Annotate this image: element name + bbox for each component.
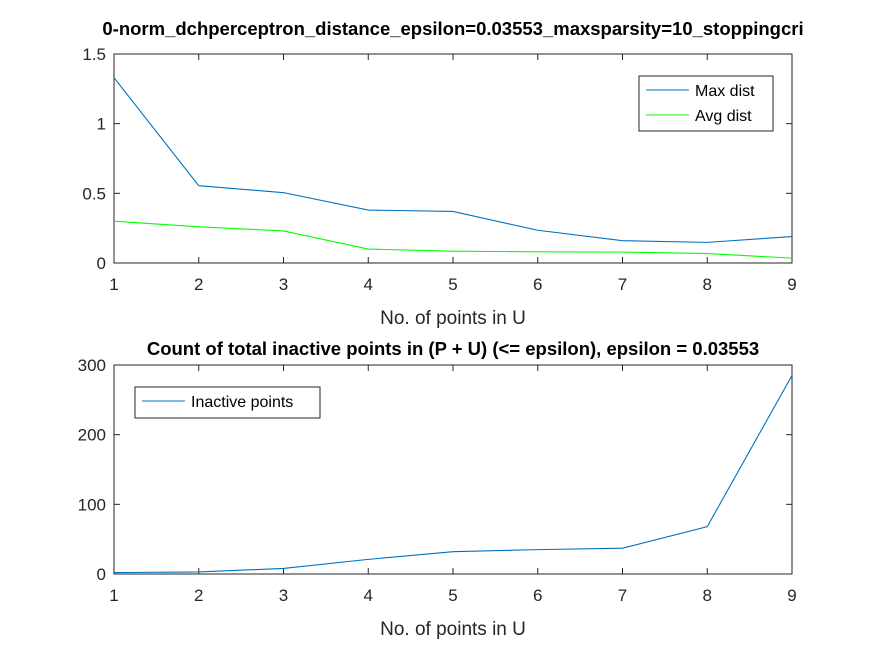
chart-title: 0-norm_dchperceptron_distance_epsilon=0.… [102,18,803,39]
y-tick-label: 0.5 [82,184,106,203]
x-tick-label: 6 [533,586,542,605]
y-tick-label: 0 [97,565,106,584]
x-tick-label: 2 [194,275,203,294]
x-axis-label: No. of points in U [380,619,526,640]
x-tick-label: 5 [448,586,457,605]
y-tick-label: 0 [97,254,106,273]
top-plot: 0-norm_dchperceptron_distance_epsilon=0.… [82,18,803,329]
y-tick-label: 1 [97,115,106,134]
x-tick-label: 8 [703,586,712,605]
legend: Max dist Avg dist [638,75,774,132]
x-tick-label: 4 [364,275,373,294]
series-line-inactive-points [113,375,793,574]
legend-box [638,75,774,132]
chart-title: Count of total inactive points in (P + U… [147,338,759,359]
x-tick-label: 1 [109,275,118,294]
legend: Inactive points [134,386,321,419]
x-tick-label: 1 [109,586,118,605]
x-tick-label: 9 [787,586,796,605]
legend-box [134,386,321,419]
y-tick-label: 200 [78,426,106,445]
legend-label: Avg dist [695,108,752,125]
x-tick-label: 7 [618,586,627,605]
y-tick-label: 1.5 [82,45,106,64]
y-tick-label: 100 [78,495,106,514]
x-axis-label: No. of points in U [380,308,526,329]
x-tick-label: 4 [364,586,373,605]
x-tick-label: 3 [279,586,288,605]
legend-label: Inactive points [191,394,293,411]
x-tick-label: 2 [194,586,203,605]
series-line-max-dist [113,77,793,243]
legend-label: Max dist [695,83,755,100]
x-tick-label: 6 [533,275,542,294]
x-tick-label: 7 [618,275,627,294]
x-tick-label: 9 [787,275,796,294]
x-tick-label: 3 [279,275,288,294]
series-line-avg-dist [113,220,793,259]
bottom-plot: Count of total inactive points in (P + U… [78,338,797,640]
x-tick-label: 5 [448,275,457,294]
y-tick-label: 300 [78,356,106,375]
x-tick-label: 8 [703,275,712,294]
